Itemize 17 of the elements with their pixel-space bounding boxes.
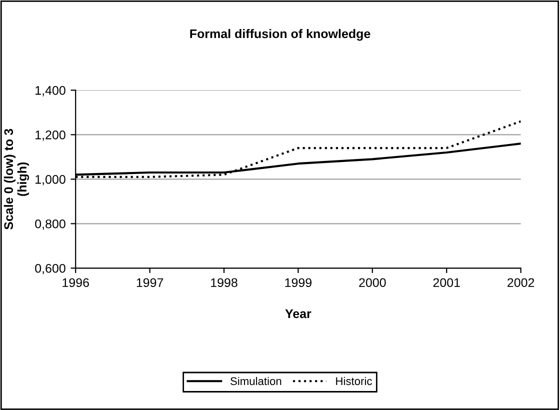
y-tick-label: 0,800	[35, 219, 66, 230]
y-tick-label: 1,000	[36, 174, 66, 186]
x-tick-label: 2000	[359, 278, 386, 288]
y-tick-label: 1,400	[36, 86, 66, 96]
chart-title: Formal diffusion of knowledge	[190, 28, 370, 41]
x-tick-label: 2002	[508, 278, 534, 288]
x-tick-label: 2001	[433, 278, 460, 288]
y-axis-title: Scale 0 (low) to 3 (high)	[4, 128, 30, 230]
x-tick-label: 1999	[285, 278, 312, 288]
legend-label: Simulation	[230, 376, 282, 386]
x-axis-title: Year	[285, 309, 312, 318]
y-tick-label: 1,200	[36, 130, 66, 141]
legend-label: Historic	[336, 376, 372, 386]
y-tick-label: 0,600	[35, 264, 66, 274]
x-tick-label: 1997	[136, 278, 164, 288]
x-tick-label: 1996	[62, 278, 89, 288]
x-tick-label: 1998	[211, 278, 238, 288]
